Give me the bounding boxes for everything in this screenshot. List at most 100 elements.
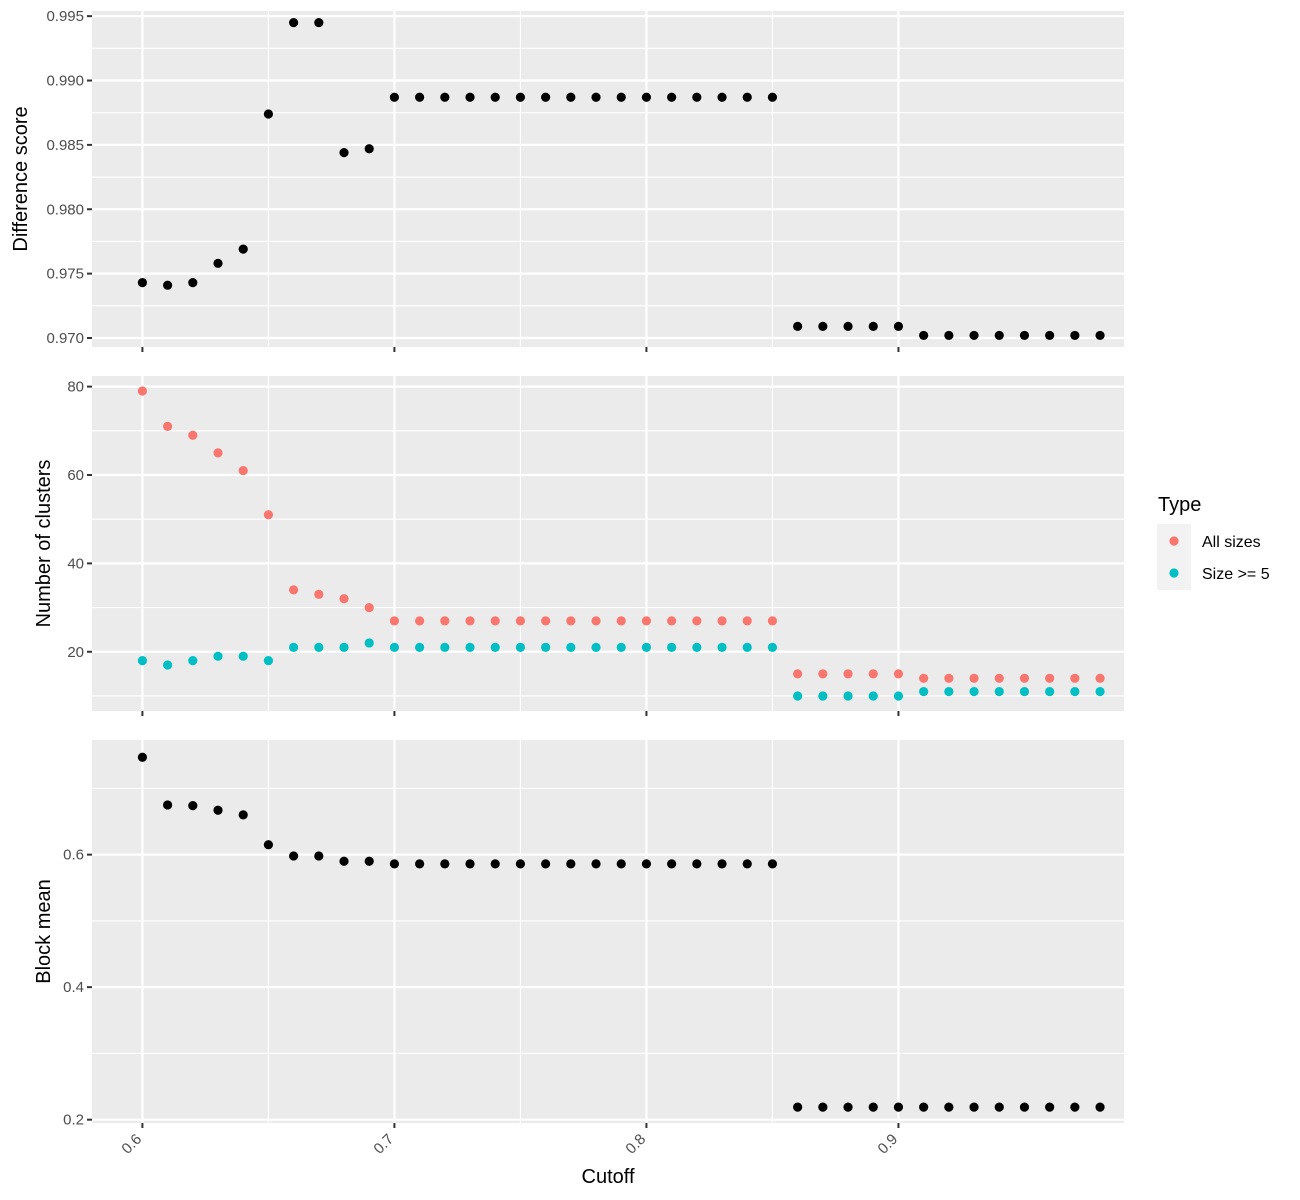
data-point	[213, 448, 223, 458]
x-axis: 0.6 0.7 0.8 0.9	[118, 1131, 901, 1158]
data-point	[163, 421, 173, 431]
y-axis-title: Number of clusters	[33, 460, 55, 628]
data-point	[893, 321, 904, 332]
data-point	[868, 669, 878, 679]
data-point	[1095, 1102, 1105, 1112]
data-point	[692, 859, 702, 869]
data-point	[818, 321, 828, 332]
data-point	[843, 321, 853, 332]
data-point	[163, 660, 173, 670]
data-point	[641, 642, 652, 652]
data-point	[591, 859, 601, 869]
data-point	[263, 109, 274, 119]
x-tick-label: 0.7	[370, 1131, 397, 1158]
y-tick-label: 0.975	[46, 266, 84, 283]
data-point	[389, 859, 400, 869]
data-point	[994, 686, 1004, 697]
x-tick-label: 0.8	[622, 1131, 649, 1158]
panel-difference-score: 0.970 0.975 0.980 0.985 0.990 0.995 Difference…	[10, 8, 1124, 352]
data-point	[515, 859, 526, 869]
data-point	[616, 642, 626, 652]
data-point	[818, 691, 828, 701]
data-point	[1070, 1102, 1080, 1112]
panel-block-mean: 0.2 0.4 0.6 Block mean	[33, 740, 1124, 1129]
data-point	[818, 669, 828, 679]
data-point	[238, 244, 248, 254]
data-point	[1019, 1102, 1030, 1112]
x-tick-label: 0.6	[118, 1131, 145, 1158]
data-point	[415, 616, 425, 626]
data-point	[289, 851, 299, 861]
data-point	[440, 859, 450, 869]
data-point	[843, 669, 853, 679]
data-point	[717, 642, 727, 652]
data-point	[591, 92, 601, 102]
data-point	[591, 642, 601, 652]
data-point	[994, 330, 1004, 341]
data-point	[1045, 673, 1055, 683]
y-tick-label: 0.980	[46, 201, 84, 218]
data-point	[541, 859, 551, 869]
data-point	[263, 510, 274, 520]
data-point	[944, 686, 954, 697]
y-axis-title: Difference score	[10, 106, 32, 251]
data-point	[188, 656, 198, 666]
data-point	[994, 673, 1004, 683]
panels: 0.970 0.975 0.980 0.985 0.990 0.995 Difference…	[10, 8, 1124, 1129]
data-point	[793, 321, 803, 332]
data-point	[440, 642, 450, 652]
panel-background	[92, 376, 1124, 711]
data-point	[893, 1102, 904, 1112]
data-point	[137, 386, 148, 396]
data-point	[1019, 330, 1030, 341]
data-point	[767, 616, 778, 626]
data-point	[667, 92, 677, 102]
data-point	[490, 92, 500, 102]
data-point	[742, 642, 752, 652]
data-point	[868, 691, 878, 701]
data-point	[389, 92, 400, 102]
data-point	[994, 1102, 1004, 1112]
data-point	[440, 616, 450, 626]
data-point	[339, 148, 349, 158]
data-point	[188, 801, 198, 811]
data-point	[263, 656, 274, 666]
data-point	[389, 616, 400, 626]
data-point	[1070, 686, 1080, 697]
y-axis-title: Block mean	[33, 879, 55, 984]
data-point	[490, 616, 500, 626]
data-point	[465, 616, 475, 626]
data-point	[541, 616, 551, 626]
data-point	[289, 642, 299, 652]
data-point	[541, 642, 551, 652]
data-point	[944, 673, 954, 683]
legend-label: Size >= 5	[1202, 566, 1270, 583]
data-point	[893, 669, 904, 679]
data-point	[1070, 330, 1080, 341]
data-point	[641, 859, 652, 869]
data-point	[641, 616, 652, 626]
data-point	[163, 800, 173, 810]
data-point	[1070, 673, 1080, 683]
data-point	[843, 691, 853, 701]
data-point	[868, 1102, 878, 1112]
data-point	[919, 686, 929, 697]
data-point	[1095, 330, 1105, 341]
data-point	[238, 465, 248, 476]
data-point	[1019, 686, 1030, 697]
legend-item: All sizes	[1157, 524, 1261, 558]
y-tick-label: 0.985	[46, 137, 84, 154]
data-point	[415, 92, 425, 102]
data-point	[314, 17, 324, 28]
data-point	[692, 92, 702, 102]
data-point	[793, 1102, 803, 1112]
panel-number-of-clusters: 20 40 60 80 Number of clusters	[33, 376, 1124, 716]
data-point	[137, 656, 148, 666]
data-point	[969, 673, 979, 683]
y-tick-label: 40	[67, 555, 84, 572]
data-point	[969, 686, 979, 697]
legend: Type All sizes Size >= 5	[1157, 494, 1270, 590]
legend-marker	[1169, 568, 1179, 578]
data-point	[868, 321, 878, 332]
